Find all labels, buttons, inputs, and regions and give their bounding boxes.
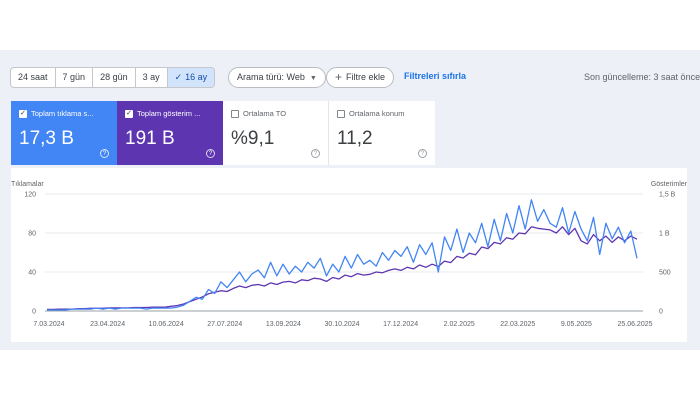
help-icon[interactable]: ? — [418, 149, 427, 158]
x-tick-label: 30.10.2024 — [324, 321, 359, 328]
top-margin — [0, 0, 700, 50]
search-type-dropdown[interactable]: Arama türü: Web ▼ — [228, 67, 326, 88]
date-range-selector: 24 saat 7 gün 28 gün 3 ay ✓ 16 ay — [10, 67, 216, 88]
x-tick-label: 7.03.2024 — [33, 321, 64, 328]
x-tick-label: 25.06.2025 — [617, 321, 652, 328]
metric-card-position[interactable]: Ortalama konum 11,2 ? — [329, 101, 435, 165]
x-tick-label: 9.05.2025 — [561, 321, 592, 328]
metric-value: 11,2 — [337, 128, 373, 149]
left-axis-title: Tıklamalar — [11, 181, 44, 188]
checkbox-checked-icon[interactable]: ✓ — [125, 109, 133, 118]
right-tick-label: 500 — [659, 270, 671, 277]
date-range-16m-button[interactable]: ✓ 16 ay — [167, 68, 215, 87]
left-tick-label: 40 — [28, 270, 36, 277]
right-tick-label: 0 — [659, 309, 663, 316]
metric-label: Toplam gösterim ... — [137, 109, 201, 118]
metric-value: %9,1 — [231, 128, 275, 149]
date-range-label: 24 saat — [18, 72, 48, 82]
checkbox-unchecked-icon[interactable] — [231, 109, 239, 118]
right-axis-title: Gösterimler — [651, 181, 687, 188]
x-tick-label: 22.03.2025 — [500, 321, 535, 328]
last-update-text: Son güncelleme: 3 saat önce — [584, 72, 700, 82]
date-range-24h-button[interactable]: 24 saat — [11, 68, 56, 87]
date-range-7d-button[interactable]: 7 gün — [56, 68, 94, 87]
left-tick-label: 80 — [28, 231, 36, 238]
date-range-28d-button[interactable]: 28 gün — [93, 68, 136, 87]
left-tick-label: 120 — [24, 192, 36, 199]
metric-label: Ortalama konum — [349, 109, 405, 118]
x-tick-label: 10.06.2024 — [149, 321, 184, 328]
reset-filters-link[interactable]: Filtreleri sıfırla — [404, 71, 467, 81]
help-icon[interactable]: ? — [311, 149, 320, 158]
left-tick-label: 0 — [32, 309, 36, 316]
checkbox-checked-icon[interactable]: ✓ — [19, 109, 27, 118]
metric-value: 17,3 B — [19, 128, 74, 149]
caret-down-icon: ▼ — [309, 75, 317, 82]
bottom-margin — [0, 350, 700, 400]
metric-card-ctr[interactable]: Ortalama TO %9,1 ? — [223, 101, 329, 165]
x-tick-label: 2.02.2025 — [444, 321, 475, 328]
date-range-label: 3 ay — [142, 72, 160, 82]
performance-chart: Tıklamalar Gösterimler 0 0 40 500 80 1 B 120 1,5 … — [11, 181, 688, 328]
date-range-label: 16 ay — [185, 72, 208, 82]
impressions-series-line — [47, 226, 638, 311]
x-tick-label: 23.04.2024 — [90, 321, 125, 328]
metric-card-impressions[interactable]: ✓ Toplam gösterim ... 191 B ? — [117, 101, 223, 165]
performance-chart-container: Tıklamalar Gösterimler 0 0 40 500 80 1 B 120 1,5 … — [11, 168, 688, 342]
metric-label: Ortalama TO — [243, 109, 287, 118]
plus-icon: + — [335, 70, 343, 84]
search-type-label: Arama türü: Web — [237, 72, 305, 82]
metric-value: 191 B — [125, 128, 175, 149]
metric-label: Toplam tıklama s... — [31, 109, 94, 118]
date-range-label: 28 gün — [100, 72, 128, 82]
right-tick-label: 1,5 B — [659, 192, 676, 199]
x-tick-label: 13.09.2024 — [266, 321, 301, 328]
clicks-series-line — [47, 199, 638, 311]
add-filter-button[interactable]: + Filtre ekle — [326, 67, 395, 88]
right-tick-label: 1 B — [659, 231, 670, 238]
metric-card-clicks[interactable]: ✓ Toplam tıklama s... 17,3 B ? — [11, 101, 117, 165]
date-range-label: 7 gün — [62, 72, 86, 82]
date-range-3m-button[interactable]: 3 ay — [136, 68, 168, 87]
checkbox-unchecked-icon[interactable] — [337, 109, 345, 118]
check-icon: ✓ — [174, 72, 183, 82]
add-filter-label: Filtre ekle — [346, 72, 386, 82]
help-icon[interactable]: ? — [100, 149, 109, 158]
x-tick-label: 17.12.2024 — [383, 321, 418, 328]
help-icon[interactable]: ? — [206, 149, 215, 158]
x-tick-label: 27.07.2024 — [207, 321, 242, 328]
